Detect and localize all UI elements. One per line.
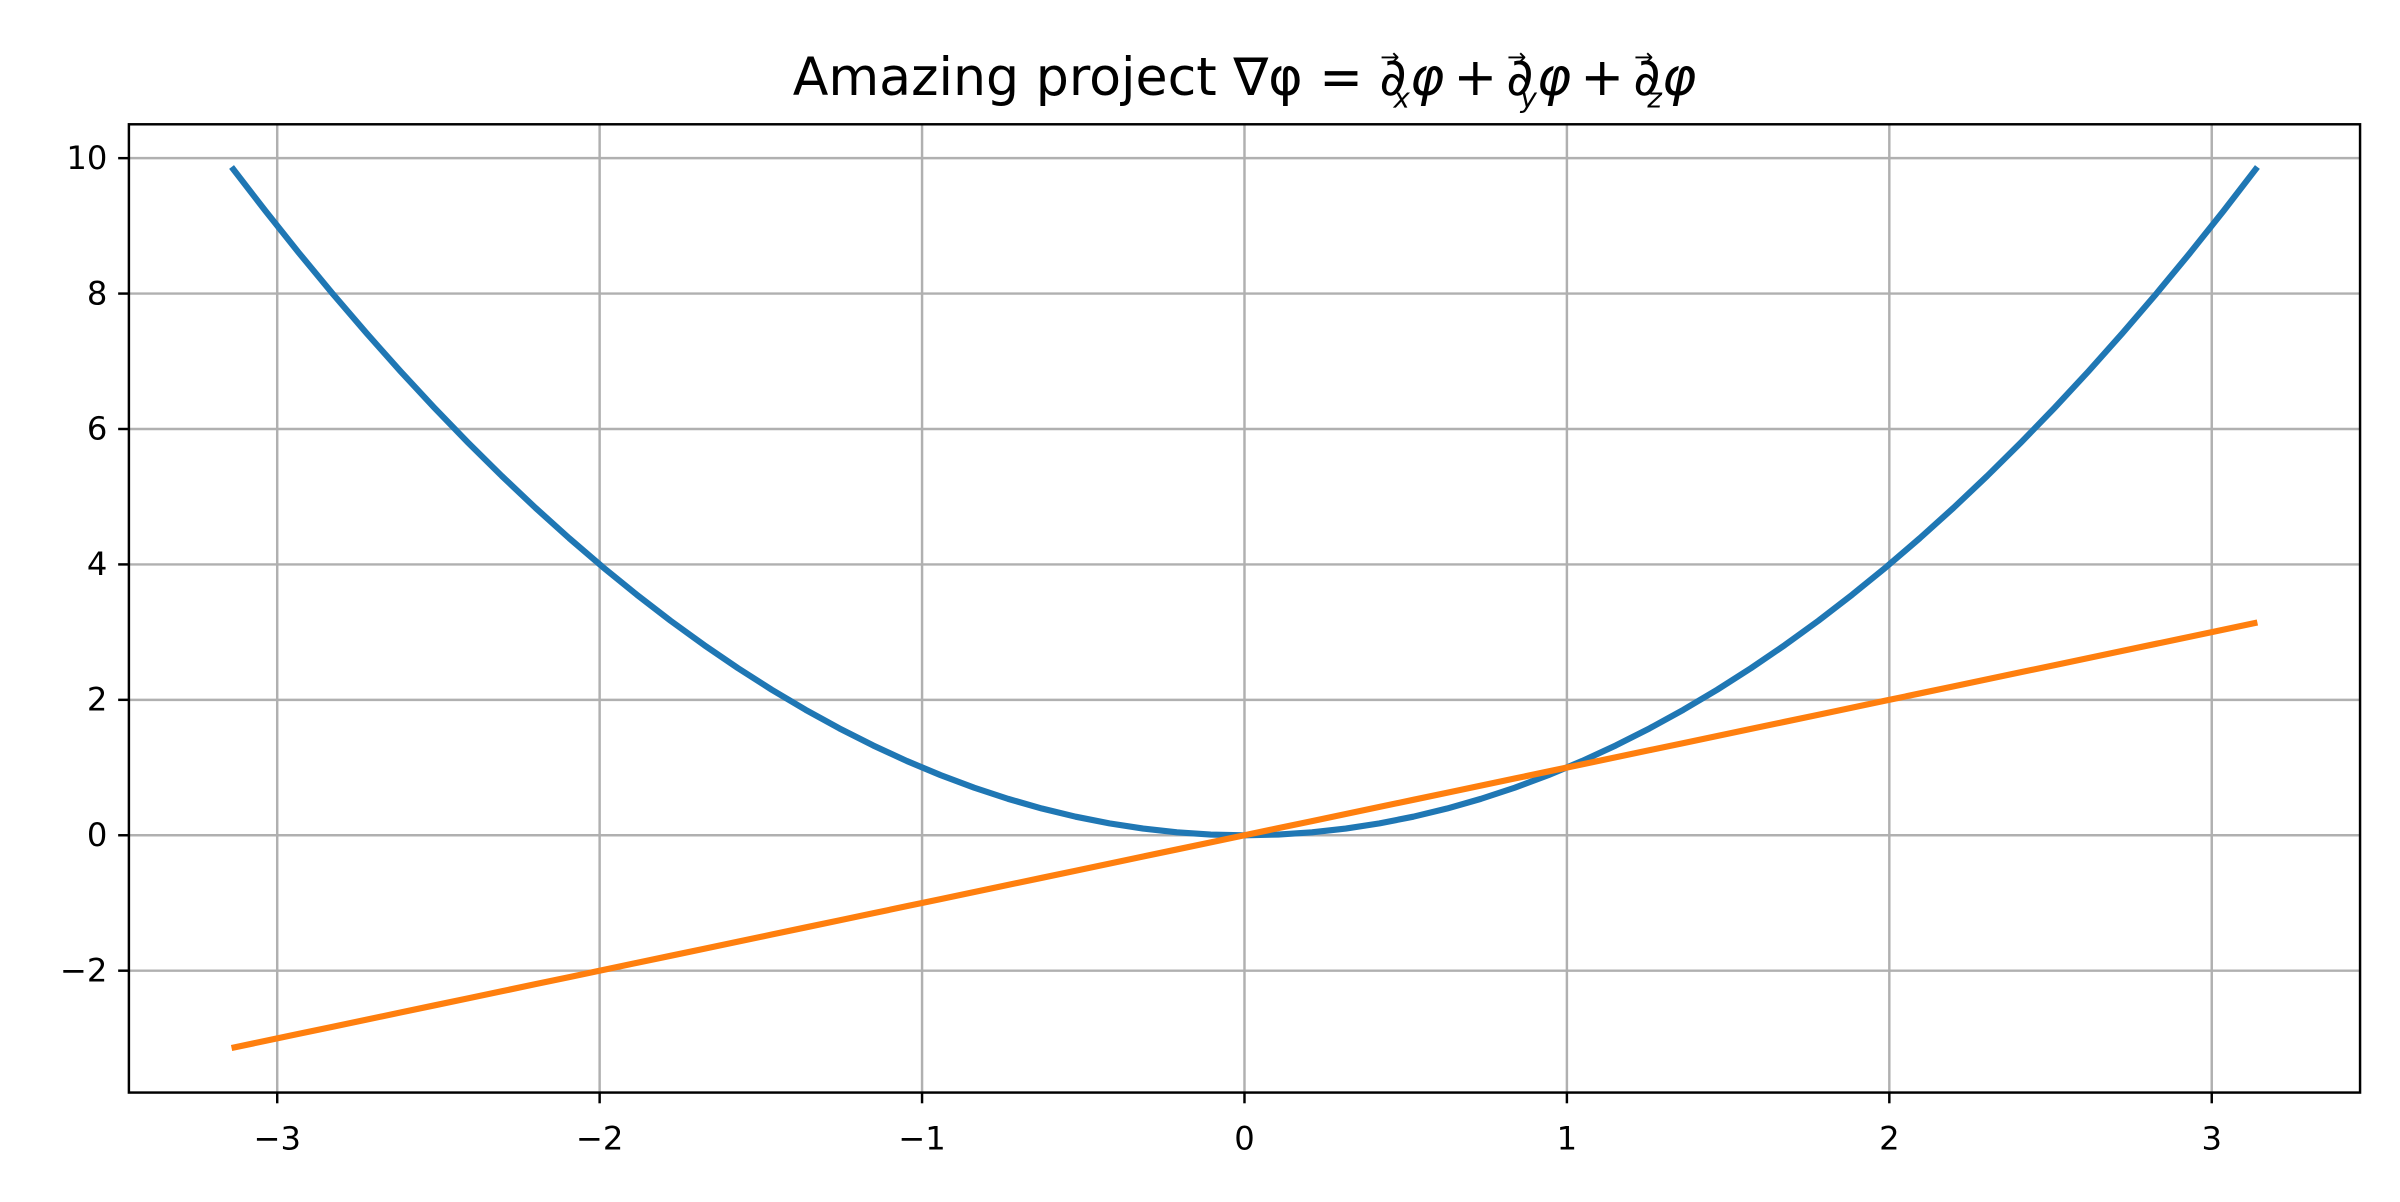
y-tick-label: 2	[87, 681, 108, 719]
x-tick-label: 2	[1879, 1119, 1899, 1157]
x-tick-label: −1	[898, 1119, 946, 1157]
grid-lines	[128, 124, 2361, 1093]
y-axis: −2 0 2 4 6 8 10	[60, 139, 129, 989]
x-tick-label: −3	[253, 1119, 301, 1157]
y-tick-label: 6	[87, 410, 108, 448]
x-tick-label: −2	[576, 1119, 624, 1157]
y-tick-label: −2	[60, 951, 108, 989]
x-axis: −3 −2 −1 0 1 2 3	[253, 1092, 2222, 1157]
y-tick-label: 8	[87, 274, 108, 312]
x-tick-label: 3	[2201, 1119, 2222, 1157]
series-group	[229, 165, 2260, 1051]
x-tick-label: 0	[1234, 1119, 1255, 1157]
y-tick-label: 4	[87, 545, 108, 583]
series-line-2	[230, 619, 2259, 1051]
x-tick-label: 1	[1557, 1119, 1578, 1157]
y-tick-label: 0	[87, 816, 108, 854]
y-tick-label: 10	[66, 139, 107, 177]
chart-title: Amazing project ∇φ = ∂→ xφ + ∂→ yφ + ∂→ zφ	[793, 44, 1697, 114]
